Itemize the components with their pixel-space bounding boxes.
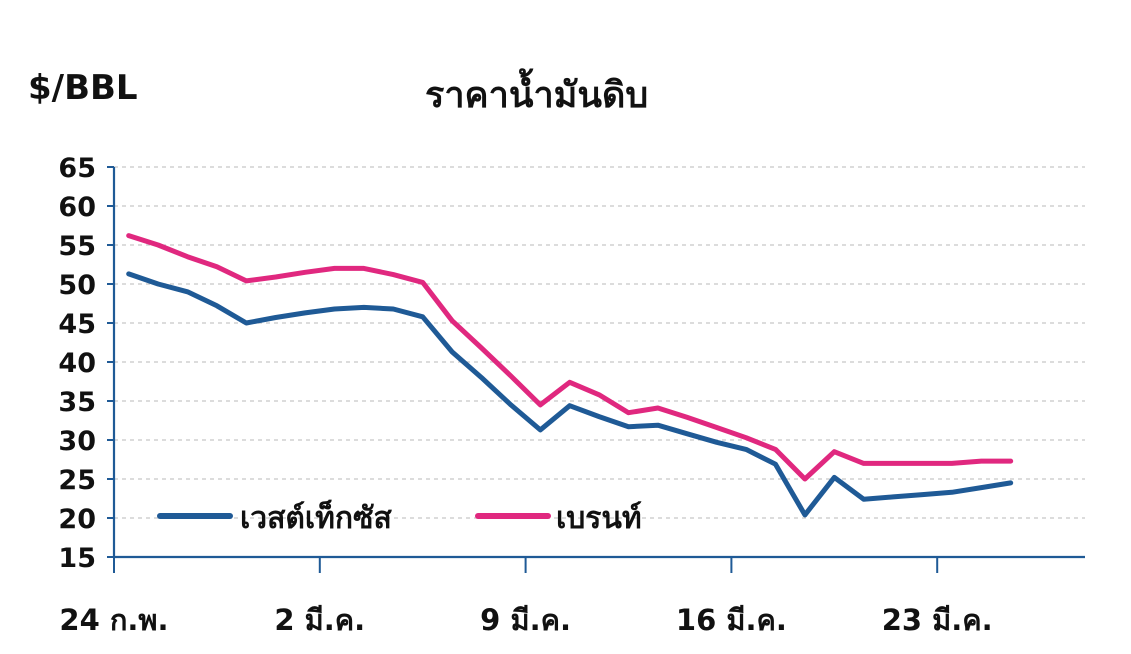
y-tick-label-65: 65 [58, 153, 96, 184]
y-tick-label-40: 40 [58, 348, 96, 379]
legend-label-0: เวสต์เท็กซัส [240, 499, 392, 536]
y-tick-label-20: 20 [58, 504, 96, 535]
y-tick-label-60: 60 [58, 192, 96, 223]
x-tick-label-3: 16 มี.ค. [676, 603, 787, 637]
legend-label-1: เบรนท์ [556, 501, 642, 536]
y-tick-label-25: 25 [58, 465, 96, 496]
y-tick-label-35: 35 [58, 387, 96, 418]
y-tick-labels: 15 20 25 30 35 40 45 50 55 60 65 [58, 153, 96, 574]
grid-lines [114, 166, 1085, 519]
legend: เวสต์เท็กซัส เบรนท์ [157, 499, 642, 536]
axes [107, 166, 1085, 573]
y-tick-label-15: 15 [58, 543, 96, 574]
y-tick-label-30: 30 [58, 426, 96, 457]
y-tick-label-50: 50 [58, 270, 96, 301]
chart-title: ราคาน้ำมันดิบ [425, 75, 649, 116]
x-tick-labels: 24 ก.พ. 2 มี.ค. 9 มี.ค. 16 มี.ค. 23 มี.ค. [59, 603, 992, 637]
x-tick-label-4: 23 มี.ค. [882, 603, 993, 637]
x-tick-label-2: 9 มี.ค. [480, 603, 571, 637]
series-line-0 [126, 271, 1014, 518]
y-tick-label-55: 55 [58, 231, 96, 262]
x-tick-label-1: 2 มี.ค. [274, 603, 365, 637]
series-lines [126, 233, 1014, 518]
y-tick-label-45: 45 [58, 309, 96, 340]
x-tick-label-0: 24 ก.พ. [59, 603, 168, 637]
series-line-1 [126, 233, 1014, 482]
y-axis-unit-label: $/BBL [28, 68, 138, 108]
